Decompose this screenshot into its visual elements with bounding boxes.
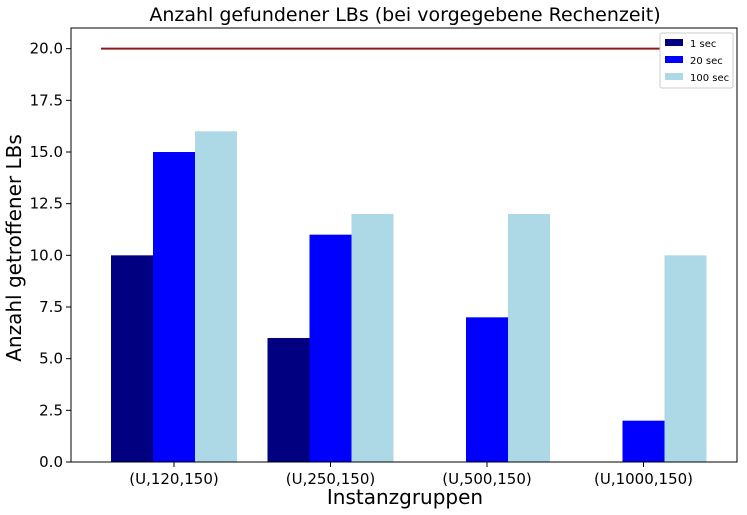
bar-100-sec-3 xyxy=(664,255,707,462)
y-tick-label: 0.0 xyxy=(39,453,63,471)
y-tick-label: 12.5 xyxy=(30,195,63,213)
bar-20-sec-3 xyxy=(622,420,665,462)
bar-100-sec-2 xyxy=(508,214,550,462)
x-axis-title: Instanzgruppen xyxy=(327,485,483,509)
plot-frame xyxy=(70,27,738,463)
x-tick-label: (U,500,150) xyxy=(442,470,531,488)
legend: 1 sec 20 sec 100 sec xyxy=(659,32,734,89)
plot-area: 0.0 2.5 5.0 7.5 10.0 12.5 15.0 17.5 20.0 (U,120,1… xyxy=(30,27,738,488)
x-tick-label: (U,250,150) xyxy=(286,470,375,488)
y-tick-label: 7.5 xyxy=(39,298,63,316)
y-tick-label: 10.0 xyxy=(30,246,63,264)
bar-20-sec-0 xyxy=(153,152,195,462)
legend-label-1-sec: 1 sec xyxy=(690,39,716,50)
y-tick-label: 15.0 xyxy=(30,143,63,161)
legend-label-20-sec: 20 sec xyxy=(690,56,723,67)
y-axis-title: Anzahl getroffener LBs xyxy=(2,134,26,362)
bar-20-sec-2 xyxy=(466,317,508,462)
chart-title: Anzahl gefundener LBs (bei vorgegebene R… xyxy=(149,4,660,26)
bar-100-sec-1 xyxy=(351,214,394,462)
y-tick-label: 17.5 xyxy=(30,91,63,109)
bar-100-sec-0 xyxy=(195,131,237,463)
y-tick-label: 20.0 xyxy=(30,40,63,58)
y-tick-label: 2.5 xyxy=(39,401,63,419)
x-tick-label: (U,120,150) xyxy=(129,470,218,488)
y-tick-label: 5.0 xyxy=(39,350,63,368)
x-tick-label: (U,1000,150) xyxy=(594,470,693,488)
legend-swatch-1-sec xyxy=(665,39,683,46)
bar-1-sec-0 xyxy=(111,255,153,462)
bar-1-sec-1 xyxy=(267,338,310,462)
legend-swatch-20-sec xyxy=(665,56,683,63)
legend-label-100-sec: 100 sec xyxy=(690,73,729,84)
bar-20-sec-1 xyxy=(309,234,352,462)
legend-swatch-100-sec xyxy=(665,73,683,80)
